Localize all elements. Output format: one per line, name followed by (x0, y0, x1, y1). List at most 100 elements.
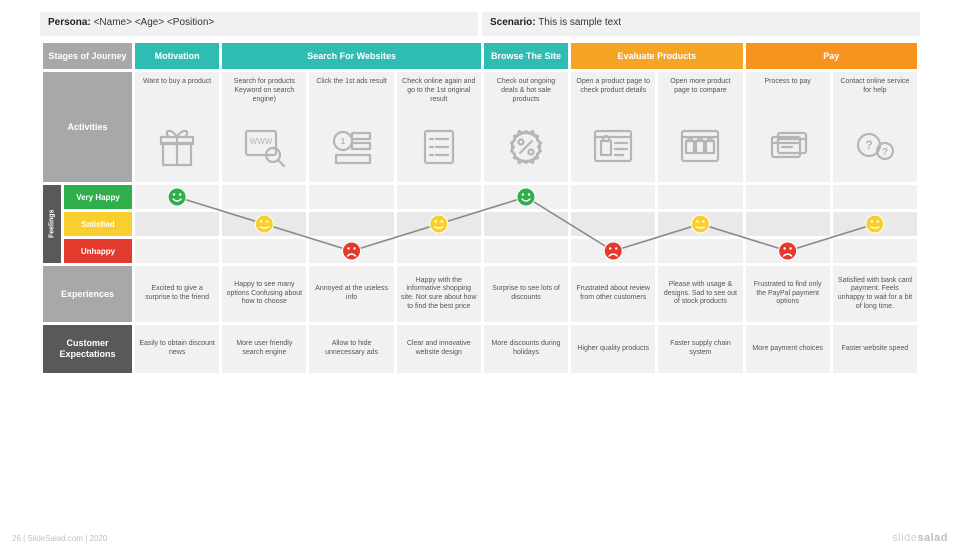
help-icon: ?? (837, 124, 913, 170)
stage-4: Pay (746, 43, 917, 69)
activity-cell-8: Contact online service for help?? (833, 72, 917, 182)
footer-left: 26 | SlideSalad.com | 2020 (12, 534, 107, 543)
experience-cell-4: Surprise to see lots of discounts (484, 266, 568, 322)
expectation-cell-4: More discounts during holidays (484, 325, 568, 373)
feel-track-1-6 (658, 212, 742, 236)
experience-cell-3: Happy with the informative shopping site… (397, 266, 481, 322)
feel-track-2-8 (833, 239, 917, 263)
experiences-label: Experiences (43, 266, 132, 322)
activity-text-7: Process to pay (750, 78, 826, 120)
feel-track-0-3 (397, 185, 481, 209)
activity-text-3: Check online again and go to the 1st ori… (401, 78, 477, 120)
scenario-label: Scenario: (490, 17, 536, 28)
gift-icon (139, 124, 215, 170)
feel-tag-satisfied: Satisfied (64, 212, 132, 236)
experience-cell-6: Please with usage & designs. Sad to see … (658, 266, 742, 322)
expectation-cell-1: More user friendly search engine (222, 325, 306, 373)
activity-cell-4: Check out ongoing deals & hot sale produ… (484, 72, 568, 182)
activity-text-4: Check out ongoing deals & hot sale produ… (488, 78, 564, 120)
feel-track-2-2 (309, 239, 393, 263)
stages-label: Stages of Journey (43, 43, 132, 69)
svg-text:?: ? (882, 147, 888, 158)
feel-track-2-1 (222, 239, 306, 263)
footer-brand: slidesalad (892, 532, 948, 544)
activity-cell-1: Search for products Keyword on search en… (222, 72, 306, 182)
card-icon (750, 124, 826, 170)
feel-track-2-3 (397, 239, 481, 263)
feel-track-2-0 (135, 239, 219, 263)
footer: 26 | SlideSalad.com | 2020 slidesalad (0, 530, 960, 546)
feel-track-2-6 (658, 239, 742, 263)
feel-track-0-1 (222, 185, 306, 209)
scenario-box: Scenario: This is sample text (482, 12, 920, 36)
feel-track-1-0 (135, 212, 219, 236)
activity-text-0: Want to buy a product (139, 78, 215, 120)
discount-icon (488, 124, 564, 170)
activity-cell-2: Click the 1st ads result 1 (309, 72, 393, 182)
activity-cell-0: Want to buy a product (135, 72, 219, 182)
activity-cell-5: Open a product page to check product det… (571, 72, 655, 182)
feel-track-1-8 (833, 212, 917, 236)
feel-track-0-7 (746, 185, 830, 209)
feel-track-1-3 (397, 212, 481, 236)
feel-track-1-7 (746, 212, 830, 236)
expectation-cell-0: Easily to obtain discount news (135, 325, 219, 373)
feel-track-1-5 (571, 212, 655, 236)
activity-cell-7: Process to pay (746, 72, 830, 182)
activity-text-8: Contact online service for help (837, 78, 913, 120)
scenario-value: This is sample text (538, 17, 621, 28)
expectation-cell-8: Faster website speed (833, 325, 917, 373)
feel-tag-unhappy: Unhappy (64, 239, 132, 263)
feel-track-0-0 (135, 185, 219, 209)
feelings-label: Feelings (43, 185, 61, 263)
journey-grid: Stages of Journey MotivationSearch For W… (40, 40, 920, 376)
persona-value: <Name> <Age> <Position> (94, 17, 215, 28)
activity-cell-6: Open more product page to compare (658, 72, 742, 182)
experience-cell-5: Frustrated about review from other custo… (571, 266, 655, 322)
expectation-cell-3: Clear and innovative website design (397, 325, 481, 373)
expectation-cell-7: More payment choices (746, 325, 830, 373)
feel-track-2-4 (484, 239, 568, 263)
experience-cell-0: Excited to give a surprise to the friend (135, 266, 219, 322)
feel-track-2-7 (746, 239, 830, 263)
svg-text:WWW: WWW (250, 137, 273, 146)
experience-cell-8: Satisfied with bank card payment. Feels … (833, 266, 917, 322)
activity-text-6: Open more product page to compare (662, 78, 738, 120)
activity-text-1: Search for products Keyword on search en… (226, 78, 302, 120)
product-icon (575, 124, 651, 170)
stage-2: Browse The Site (484, 43, 568, 69)
feel-track-1-4 (484, 212, 568, 236)
activities-label: Activities (43, 72, 132, 182)
feel-track-0-2 (309, 185, 393, 209)
experience-cell-1: Happy to see many options Confusing abou… (222, 266, 306, 322)
svg-text:?: ? (865, 138, 872, 152)
list-icon (401, 124, 477, 170)
activity-cell-3: Check online again and go to the 1st ori… (397, 72, 481, 182)
feel-track-0-5 (571, 185, 655, 209)
header-bar: Persona: <Name> <Age> <Position> Scenari… (40, 12, 920, 36)
brand-bold: salad (917, 532, 948, 544)
activity-text-2: Click the 1st ads result (313, 78, 389, 120)
experience-cell-7: Frustrated to find only the PayPal payme… (746, 266, 830, 322)
persona-box: Persona: <Name> <Age> <Position> (40, 12, 478, 36)
expectation-cell-2: Allow to hide unnecessary ads (309, 325, 393, 373)
brand-light: slide (892, 532, 917, 544)
persona-label: Persona: (48, 17, 91, 28)
feel-track-0-8 (833, 185, 917, 209)
feel-track-0-6 (658, 185, 742, 209)
expectations-label: Customer Expectations (43, 325, 132, 373)
stage-0: Motivation (135, 43, 219, 69)
activity-text-5: Open a product page to check product det… (575, 78, 651, 120)
www-search-icon: WWW (226, 124, 302, 170)
feel-track-2-5 (571, 239, 655, 263)
expectation-cell-6: Faster supply chain system (658, 325, 742, 373)
journey-table: Stages of Journey MotivationSearch For W… (40, 40, 920, 376)
expectation-cell-5: Higher quality products (571, 325, 655, 373)
feel-tag-very-happy: Very Happy (64, 185, 132, 209)
svg-text:1: 1 (340, 137, 345, 146)
compare-icon (662, 124, 738, 170)
experience-cell-2: Annoyed at the useless info (309, 266, 393, 322)
ad-icon: 1 (313, 124, 389, 170)
feel-track-1-2 (309, 212, 393, 236)
feel-track-0-4 (484, 185, 568, 209)
